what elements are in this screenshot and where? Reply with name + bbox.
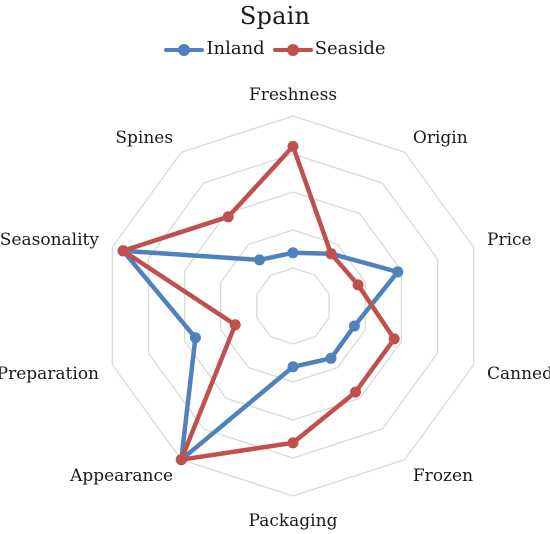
legend: Inland Seaside: [0, 38, 550, 59]
axis-label-packaging: Packaging: [249, 511, 338, 531]
axis-label-price: Price: [487, 230, 532, 250]
data-point-seaside-seasonality: [117, 245, 129, 257]
grid-ring-5: [111, 115, 475, 497]
data-point-inland-preparation: [189, 332, 201, 344]
data-point-inland-spines: [254, 254, 265, 266]
data-point-seaside-origin: [325, 248, 337, 260]
chart-title: Spain: [239, 2, 311, 30]
data-point-inland-canned: [348, 320, 360, 332]
legend-label-seaside: Seaside: [314, 38, 386, 59]
legend-item-inland: Inland: [164, 38, 265, 59]
grid-ring-3: [183, 191, 403, 421]
legend-dot-seaside: [286, 43, 299, 56]
axis-label-freshness: Freshness: [249, 85, 337, 105]
axis-label-preparation: Preparation: [0, 364, 99, 384]
data-point-inland-freshness: [287, 247, 299, 259]
data-point-seaside-canned: [388, 333, 400, 345]
legend-item-seaside: Seaside: [272, 38, 386, 59]
legend-swatch-inland: [164, 42, 205, 56]
data-point-seaside-preparation: [229, 319, 241, 331]
axis-label-spines: Spines: [115, 128, 173, 148]
axis-label-canned: Canned: [487, 364, 550, 384]
data-point-seaside-spines: [222, 211, 234, 223]
data-point-inland-price: [392, 266, 404, 278]
data-point-seaside-freshness: [287, 140, 299, 152]
legend-swatch-seaside: [272, 42, 313, 56]
data-point-seaside-packaging: [287, 437, 299, 449]
grid-ring-4: [147, 153, 439, 459]
axis-label-appearance: Appearance: [69, 466, 173, 486]
axis-label-origin: Origin: [413, 128, 468, 148]
data-point-seaside-frozen: [350, 386, 361, 398]
axis-label-seasonality: Seasonality: [0, 230, 99, 250]
legend-label-inland: Inland: [206, 38, 265, 59]
axis-label-frozen: Frozen: [413, 466, 473, 486]
data-point-seaside-price: [352, 279, 364, 291]
data-point-seaside-appearance: [175, 454, 187, 466]
grid-ring-2: [220, 229, 366, 383]
legend-dot-inland: [178, 43, 191, 56]
data-point-inland-frozen: [325, 352, 337, 364]
data-point-inland-packaging: [287, 361, 299, 373]
grid-ring-1: [256, 267, 330, 345]
